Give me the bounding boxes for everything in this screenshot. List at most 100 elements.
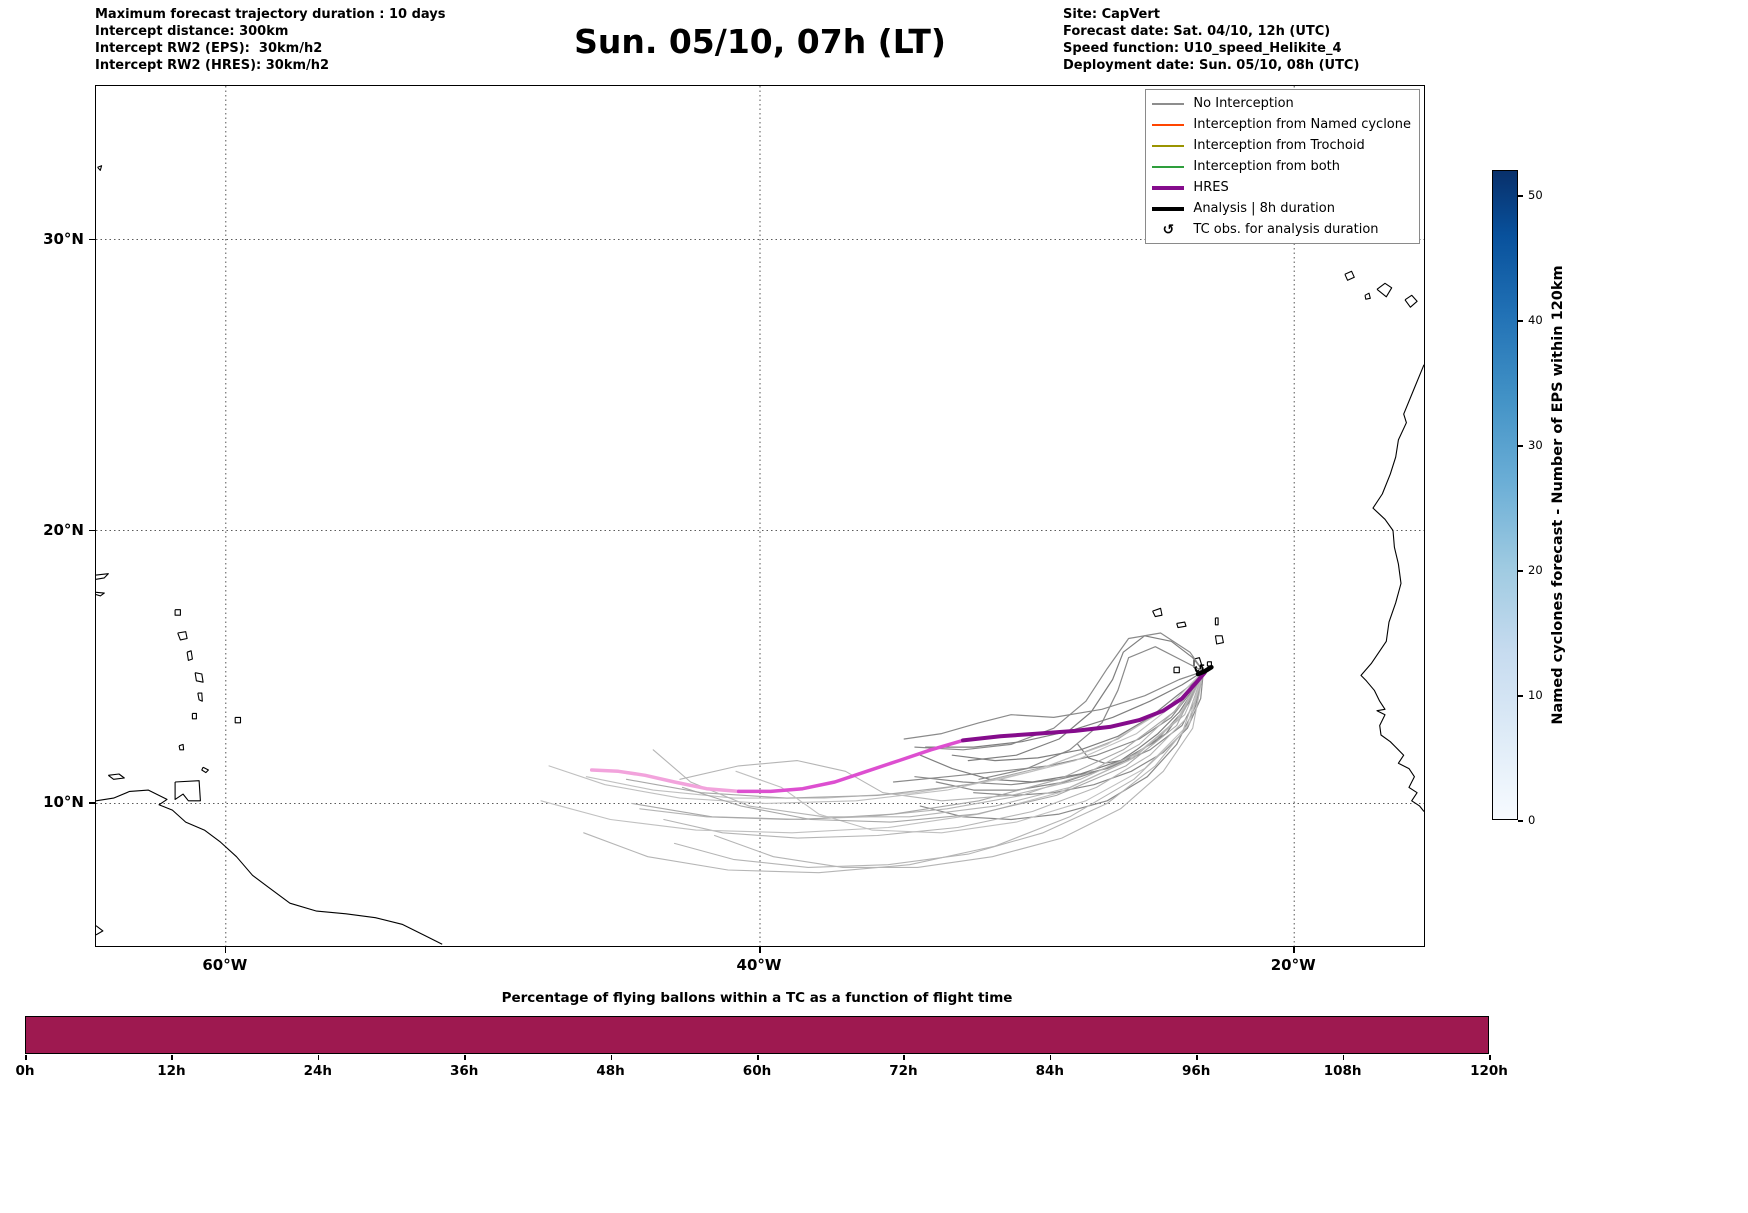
x-axis-tickmark	[1293, 947, 1295, 953]
coastline	[1364, 292, 1371, 300]
bottom-axis-tickmark	[903, 1055, 905, 1060]
colorbar-tick-label: 30	[1528, 438, 1543, 452]
page-title: Sun. 05/10, 07h (LT)	[574, 22, 946, 61]
bottom-axis-tickmark	[25, 1055, 27, 1060]
legend-line-icon	[1152, 165, 1185, 168]
bottom-x-tick-label: 0h	[15, 1063, 35, 1079]
legend-item: Interception from both	[1152, 156, 1411, 177]
coastline	[1344, 270, 1355, 281]
bottom-x-tick-label: 72h	[889, 1063, 918, 1079]
meta-line: Intercept RW2 (HRES): 30km/h2	[95, 58, 330, 73]
bottom-axis-tickmark	[1196, 1055, 1198, 1060]
coastline	[95, 925, 104, 936]
legend-item: Interception from Named cyclone	[1152, 114, 1411, 135]
legend: No Interception Interception from Named c…	[1145, 89, 1420, 244]
colorbar-tickmark	[1518, 820, 1523, 822]
bottom-x-tick-label: 36h	[449, 1063, 479, 1079]
trajectory-no-interception	[679, 670, 1204, 802]
trajectory-no-interception	[673, 670, 1204, 868]
trajectory-no-interception	[967, 635, 1204, 762]
coastline	[174, 609, 181, 616]
bottom-chart-title: Percentage of flying ballons within a TC…	[501, 990, 1013, 1006]
tc-percentage-bar	[25, 1016, 1489, 1054]
trajectory-no-interception	[892, 670, 1204, 783]
coastline	[107, 773, 125, 780]
trajectory-no-interception	[625, 670, 1204, 799]
y-axis-tickmark	[89, 802, 95, 804]
legend-item: ↺ TC obs. for analysis duration	[1152, 219, 1411, 240]
coastline	[95, 789, 443, 945]
coastline	[97, 165, 103, 171]
meta-line: Speed function: U10_speed_Helikite_4	[1063, 41, 1342, 56]
trajectory-no-interception	[548, 670, 1204, 804]
coastline	[191, 712, 197, 720]
bottom-x-tick-label: 24h	[303, 1063, 332, 1079]
x-axis-tickmark	[224, 947, 227, 953]
coastline	[1214, 635, 1224, 645]
bottom-axis-tickmark	[464, 1055, 466, 1060]
coastline	[234, 716, 242, 724]
map-plot-area: ↺ No Interception Interception from Named…	[95, 85, 1425, 947]
y-tick-label: 20°N	[43, 520, 84, 539]
legend-line-icon	[1152, 206, 1185, 211]
colorbar-tick-label: 0	[1528, 813, 1536, 827]
colorbar-label: Named cyclones forecast - Number of EPS …	[1550, 265, 1566, 725]
legend-line-swatch	[1152, 123, 1185, 126]
x-axis-tickmark	[759, 947, 761, 953]
bottom-axis-tickmark	[317, 1055, 320, 1060]
meta-line: Deployment date: Sun. 05/10, 08h (UTC)	[1063, 58, 1360, 73]
y-axis-tickmark	[89, 529, 95, 532]
hres-pink	[589, 768, 741, 794]
colorbar-tickmark	[1518, 195, 1523, 197]
cyclone-obs-icon: ↺	[1152, 222, 1184, 238]
bottom-axis-tickmark	[610, 1055, 613, 1060]
trajectory-no-interception	[914, 632, 1204, 751]
legend-line-icon	[1152, 144, 1185, 147]
bottom-x-tick-label: 60h	[742, 1063, 772, 1079]
bottom-axis-tickmark	[1489, 1055, 1491, 1060]
colorbar-tickmark	[1518, 570, 1523, 572]
bottom-axis-tickmark	[757, 1055, 759, 1060]
bottom-x-tick-label: 48h	[596, 1063, 625, 1079]
x-tick-label: 20°W	[1270, 956, 1316, 974]
coastline	[174, 780, 201, 802]
coastline	[95, 591, 105, 597]
colorbar-tickmark	[1518, 320, 1523, 322]
trajectory-no-interception	[540, 670, 1204, 834]
bottom-x-tick-label: 12h	[157, 1063, 186, 1079]
trajectory-no-interception	[681, 670, 1204, 823]
x-tick-label: 40°W	[736, 956, 782, 974]
trajectory-no-interception	[925, 670, 1204, 748]
colorbar-tickmark	[1518, 445, 1523, 447]
legend-line-swatch	[1152, 165, 1185, 168]
tc-percentage-bar-fill	[26, 1017, 1488, 1053]
meta-line: Forecast date: Sat. 04/10, 12h (UTC)	[1063, 24, 1331, 39]
legend-item-label: TC obs. for analysis duration	[1193, 222, 1379, 237]
trajectory-no-interception	[903, 670, 1204, 740]
meta-line: Intercept distance: 300km	[95, 24, 289, 39]
legend-line-swatch	[1152, 144, 1185, 147]
meta-line: Site: CapVert	[1063, 7, 1160, 22]
bottom-axis-tickmark	[1342, 1055, 1345, 1060]
bottom-x-tick-label: 120h	[1470, 1063, 1508, 1079]
trajectory-no-interception	[631, 670, 1204, 821]
coastline	[1214, 617, 1219, 626]
trajectory-no-interception	[583, 670, 1204, 874]
coastline	[194, 672, 204, 683]
legend-item: HRES	[1152, 177, 1411, 198]
y-tick-label: 10°N	[43, 793, 84, 812]
colorbar	[1492, 170, 1518, 820]
coastline	[178, 743, 185, 751]
legend-line-icon	[1152, 123, 1185, 126]
legend-line-icon	[1152, 102, 1185, 105]
legend-line-swatch	[1152, 185, 1185, 190]
legend-item-label: No Interception	[1193, 96, 1294, 111]
legend-item: No Interception	[1152, 93, 1411, 114]
coastline	[1376, 282, 1393, 298]
trajectory-no-interception	[714, 670, 1204, 868]
map-canvas: ↺	[95, 86, 1425, 946]
hres-magenta	[736, 738, 965, 794]
header-right-block: Site: CapVert Forecast date: Sat. 04/10, …	[1063, 6, 1359, 74]
coastline	[197, 692, 203, 702]
trajectory-no-interception	[663, 670, 1204, 839]
